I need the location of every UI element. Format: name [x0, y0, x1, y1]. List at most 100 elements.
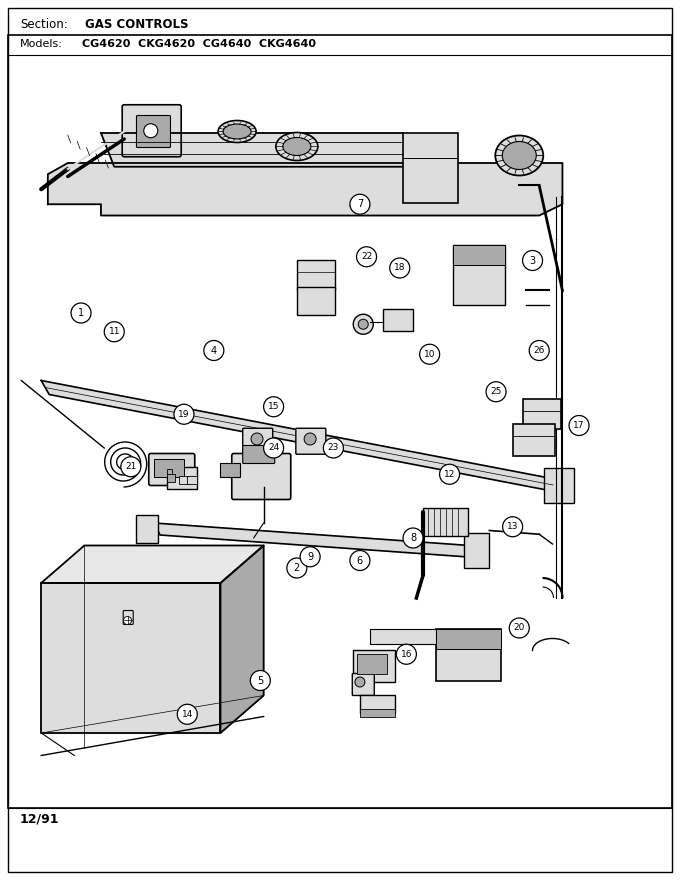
FancyBboxPatch shape: [544, 468, 574, 503]
FancyBboxPatch shape: [453, 246, 505, 305]
Text: 12: 12: [444, 470, 455, 479]
Text: 22: 22: [361, 253, 372, 261]
Text: 24: 24: [268, 444, 279, 452]
FancyBboxPatch shape: [437, 629, 501, 681]
Text: 14: 14: [182, 710, 193, 719]
Circle shape: [396, 644, 416, 664]
Bar: [8, 35, 672, 808]
Text: CG4620  CKG4620  CG4640  CKG4640: CG4620 CKG4620 CG4640 CKG4640: [82, 39, 316, 49]
Circle shape: [522, 251, 543, 270]
FancyBboxPatch shape: [403, 133, 458, 203]
Text: 13: 13: [507, 522, 518, 532]
Polygon shape: [220, 546, 264, 733]
Text: 8: 8: [410, 533, 416, 543]
Circle shape: [509, 618, 529, 638]
Circle shape: [353, 314, 373, 334]
FancyBboxPatch shape: [383, 309, 413, 331]
Circle shape: [569, 415, 589, 436]
Text: 18: 18: [394, 263, 405, 273]
FancyBboxPatch shape: [352, 673, 374, 695]
FancyBboxPatch shape: [513, 424, 555, 456]
Polygon shape: [41, 583, 220, 733]
Circle shape: [124, 617, 131, 625]
Polygon shape: [41, 380, 557, 492]
FancyBboxPatch shape: [220, 463, 241, 477]
FancyBboxPatch shape: [360, 695, 395, 714]
Polygon shape: [154, 523, 475, 558]
Text: 1: 1: [78, 308, 84, 318]
Ellipse shape: [276, 133, 318, 160]
FancyBboxPatch shape: [437, 629, 501, 649]
Text: Section:: Section:: [20, 18, 68, 31]
FancyBboxPatch shape: [180, 476, 189, 485]
Circle shape: [264, 397, 284, 417]
Circle shape: [287, 558, 307, 578]
Text: 17: 17: [573, 421, 585, 430]
FancyBboxPatch shape: [360, 709, 395, 717]
Circle shape: [251, 433, 263, 445]
Text: 15: 15: [268, 402, 279, 411]
Circle shape: [300, 546, 320, 567]
Circle shape: [439, 465, 460, 484]
FancyBboxPatch shape: [296, 429, 326, 454]
Circle shape: [104, 322, 124, 341]
Text: 11: 11: [109, 327, 120, 336]
Text: 3: 3: [530, 255, 536, 266]
Text: 7: 7: [357, 199, 363, 209]
FancyBboxPatch shape: [123, 611, 133, 625]
FancyBboxPatch shape: [167, 474, 175, 482]
FancyBboxPatch shape: [297, 260, 335, 290]
Text: 5: 5: [257, 676, 263, 686]
Text: 19: 19: [178, 410, 190, 419]
Circle shape: [403, 528, 423, 548]
Text: 6: 6: [357, 555, 363, 566]
FancyBboxPatch shape: [154, 459, 184, 477]
Text: 20: 20: [513, 624, 525, 633]
Ellipse shape: [218, 121, 256, 143]
Text: 9: 9: [307, 552, 313, 561]
Circle shape: [177, 704, 197, 724]
Circle shape: [390, 258, 410, 278]
Circle shape: [486, 382, 506, 402]
Circle shape: [204, 341, 224, 361]
FancyBboxPatch shape: [356, 654, 387, 674]
Polygon shape: [41, 546, 264, 583]
Polygon shape: [48, 163, 562, 216]
Circle shape: [420, 344, 440, 364]
Text: 21: 21: [125, 462, 137, 472]
Ellipse shape: [495, 136, 543, 175]
FancyBboxPatch shape: [453, 246, 505, 266]
FancyBboxPatch shape: [167, 469, 172, 474]
FancyBboxPatch shape: [167, 466, 197, 488]
Text: 16: 16: [401, 649, 412, 659]
FancyBboxPatch shape: [297, 287, 335, 315]
FancyBboxPatch shape: [370, 629, 437, 644]
Circle shape: [355, 677, 365, 687]
Circle shape: [324, 438, 343, 458]
Ellipse shape: [283, 137, 311, 156]
Circle shape: [529, 341, 549, 361]
Text: 26: 26: [534, 346, 545, 355]
Text: 12/91: 12/91: [20, 813, 60, 826]
Circle shape: [250, 671, 271, 691]
FancyBboxPatch shape: [243, 445, 275, 464]
Circle shape: [503, 517, 523, 537]
Circle shape: [356, 246, 377, 267]
Circle shape: [121, 457, 141, 477]
Circle shape: [358, 319, 369, 329]
Circle shape: [350, 551, 370, 570]
FancyBboxPatch shape: [243, 429, 273, 454]
FancyBboxPatch shape: [187, 476, 197, 485]
Text: Models:: Models:: [20, 39, 63, 49]
Ellipse shape: [223, 124, 251, 139]
Circle shape: [264, 438, 284, 458]
FancyBboxPatch shape: [136, 515, 158, 543]
Text: 23: 23: [328, 444, 339, 452]
FancyBboxPatch shape: [149, 453, 194, 486]
Circle shape: [71, 303, 91, 323]
Ellipse shape: [503, 142, 537, 170]
Circle shape: [304, 433, 316, 445]
FancyBboxPatch shape: [354, 650, 395, 683]
Text: 2: 2: [294, 563, 300, 573]
FancyBboxPatch shape: [137, 115, 171, 148]
